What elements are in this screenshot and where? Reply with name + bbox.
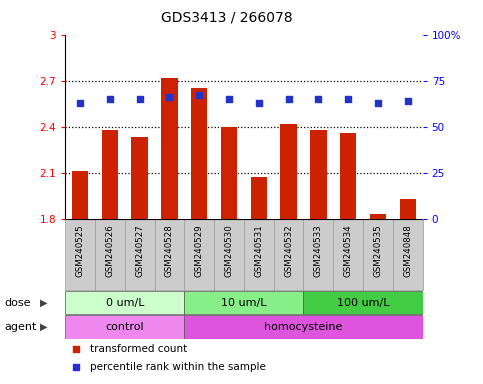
- Bar: [65, 291, 185, 314]
- Text: GSM240525: GSM240525: [76, 225, 85, 277]
- Bar: [102, 130, 118, 219]
- Bar: [155, 219, 185, 290]
- Text: GSM240533: GSM240533: [314, 225, 323, 277]
- Point: [374, 99, 382, 106]
- Bar: [340, 133, 356, 219]
- Bar: [363, 219, 393, 290]
- Text: ▶: ▶: [40, 298, 47, 308]
- Text: GSM240530: GSM240530: [225, 225, 233, 277]
- Bar: [310, 130, 327, 219]
- Bar: [333, 219, 363, 290]
- Point: [314, 96, 322, 102]
- Bar: [393, 219, 423, 290]
- Bar: [303, 291, 423, 314]
- Bar: [214, 219, 244, 290]
- Bar: [191, 88, 207, 219]
- Bar: [95, 219, 125, 290]
- Point: [166, 94, 173, 100]
- Point: [344, 96, 352, 102]
- Text: percentile rank within the sample: percentile rank within the sample: [90, 362, 266, 372]
- Point: [255, 99, 263, 106]
- Text: control: control: [105, 322, 144, 332]
- Text: homocysteine: homocysteine: [264, 322, 342, 332]
- Text: GSM240535: GSM240535: [373, 225, 383, 277]
- Bar: [274, 219, 303, 290]
- Point: [285, 96, 293, 102]
- Bar: [131, 137, 148, 219]
- Text: 0 um/L: 0 um/L: [105, 298, 144, 308]
- Point: [338, 271, 345, 277]
- Bar: [185, 219, 214, 290]
- Text: 10 um/L: 10 um/L: [221, 298, 267, 308]
- Text: GDS3413 / 266078: GDS3413 / 266078: [161, 11, 293, 25]
- Bar: [185, 291, 303, 314]
- Text: GSM240532: GSM240532: [284, 225, 293, 277]
- Text: dose: dose: [5, 298, 31, 308]
- Point: [106, 96, 114, 102]
- Point: [195, 92, 203, 98]
- Bar: [251, 177, 267, 219]
- Bar: [244, 219, 274, 290]
- Bar: [185, 315, 423, 339]
- Text: GSM240527: GSM240527: [135, 225, 144, 277]
- Bar: [370, 214, 386, 219]
- Text: GSM240848: GSM240848: [403, 225, 412, 277]
- Text: GSM240531: GSM240531: [255, 225, 263, 277]
- Bar: [281, 124, 297, 219]
- Point: [225, 96, 233, 102]
- Text: transformed count: transformed count: [90, 344, 187, 354]
- Text: agent: agent: [5, 322, 37, 332]
- Text: 100 um/L: 100 um/L: [337, 298, 389, 308]
- Text: GSM240528: GSM240528: [165, 225, 174, 277]
- Text: ▶: ▶: [40, 322, 47, 332]
- Point: [338, 104, 345, 110]
- Text: GSM240526: GSM240526: [105, 225, 114, 277]
- Text: GSM240534: GSM240534: [344, 225, 353, 277]
- Bar: [399, 199, 416, 219]
- Bar: [72, 171, 88, 219]
- Point: [404, 98, 412, 104]
- Point: [76, 99, 84, 106]
- Bar: [221, 127, 237, 219]
- Text: GSM240529: GSM240529: [195, 225, 204, 277]
- Bar: [161, 78, 178, 219]
- Bar: [125, 219, 155, 290]
- Point: [136, 96, 143, 102]
- Bar: [65, 219, 95, 290]
- Bar: [303, 219, 333, 290]
- Bar: [65, 315, 185, 339]
